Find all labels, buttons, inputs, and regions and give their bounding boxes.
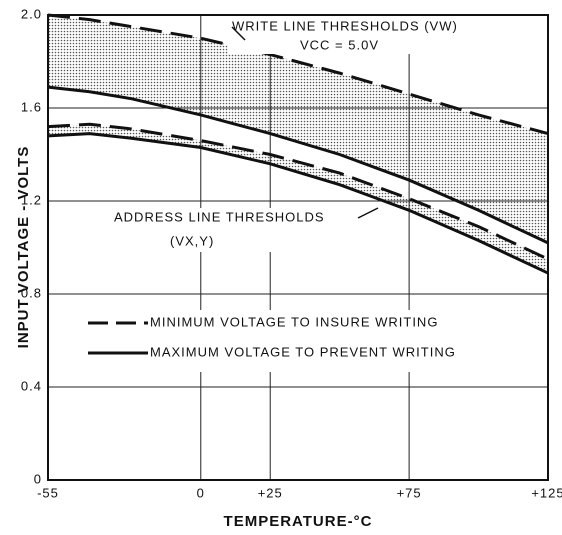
annotation: VCC = 5.0V bbox=[300, 37, 379, 52]
y-tick-label: 1.2 bbox=[21, 192, 42, 207]
annotation-background bbox=[228, 16, 528, 54]
line bbox=[47, 13, 549, 136]
y-tick-label: 0 bbox=[34, 471, 42, 486]
plot-frame bbox=[47, 14, 549, 481]
leader-line bbox=[231, 26, 246, 41]
legend-label: MAXIMUM VOLTAGE TO PREVENT WRITING bbox=[150, 344, 456, 359]
annotation: (VX,Y) bbox=[170, 233, 214, 248]
x-tick-label: 0 bbox=[197, 485, 205, 500]
y-tick-label: 2.0 bbox=[21, 6, 42, 21]
x-tick-label: +125 bbox=[531, 485, 562, 500]
leader-line bbox=[357, 207, 379, 219]
y-tick-label: 0.4 bbox=[21, 378, 42, 393]
x-tick-label: +75 bbox=[397, 485, 422, 500]
x-axis-label: TEMPERATURE-°C bbox=[224, 513, 373, 530]
y-axis-label: INPUT VOLTAGE - VOLTS bbox=[15, 146, 32, 349]
line bbox=[47, 85, 549, 245]
x-tick-label: -55 bbox=[37, 485, 59, 500]
legend-label: MINIMUM VOLTAGE TO INSURE WRITING bbox=[150, 314, 438, 329]
x-tick-label: +25 bbox=[258, 485, 283, 500]
y-tick-label: 0.8 bbox=[21, 285, 42, 300]
line bbox=[47, 122, 549, 261]
annotation: WRITE LINE THRESHOLDS (VW) bbox=[232, 18, 458, 33]
annotation: ADDRESS LINE THRESHOLDS bbox=[114, 209, 325, 224]
line bbox=[47, 132, 549, 275]
y-tick-label: 1.6 bbox=[21, 99, 42, 114]
legend-background bbox=[70, 310, 540, 372]
annotation-background bbox=[110, 208, 360, 252]
